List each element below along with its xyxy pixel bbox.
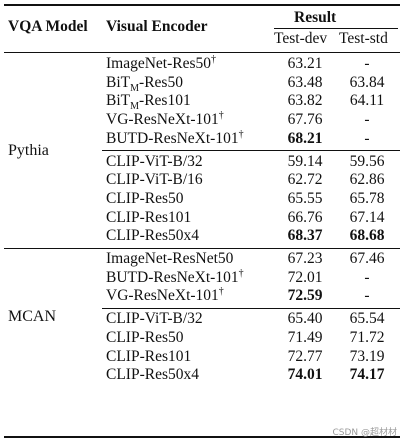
encoder-name: BiTM-Res101: [106, 92, 191, 113]
dagger-mark: †: [218, 286, 224, 298]
test-dev-value: 72.59: [287, 287, 323, 305]
header-visual-encoder: Visual Encoder: [106, 18, 208, 35]
test-dev-value: 68.37: [287, 227, 323, 245]
encoder-name: ImageNet-Res50†: [106, 53, 217, 72]
dagger-mark: †: [238, 267, 244, 279]
test-dev-value: 72.01: [287, 268, 323, 286]
encoder-name: CLIP-Res50x4: [106, 227, 199, 245]
test-dev-value: 65.40: [287, 310, 323, 328]
encoder-name: BUTD-ResNeXt-101†: [106, 267, 244, 286]
test-dev-value: 59.14: [287, 152, 323, 170]
test-dev-value: 68.21: [287, 129, 323, 147]
result-cmidrule: [274, 28, 398, 29]
vqa-model-label: MCAN: [8, 308, 57, 326]
test-std-value: -: [364, 55, 370, 72]
dagger-mark: †: [238, 128, 244, 140]
test-std-value: 74.17: [349, 366, 385, 384]
dagger-mark: †: [211, 53, 217, 65]
test-dev-value: 74.01: [287, 366, 323, 384]
encoder-name: CLIP-ViT-B/16: [106, 171, 203, 189]
test-dev-value: 63.48: [287, 73, 323, 91]
test-std-value: 63.84: [349, 73, 385, 91]
header-vqa-model: VQA Model: [8, 18, 88, 35]
watermark: CSDN @超材材: [332, 428, 397, 438]
encoder-name: CLIP-Res50x4: [106, 366, 199, 384]
test-std-value: 71.72: [349, 328, 385, 346]
group-rule: [4, 247, 400, 249]
encoder-name: VG-ResNeXt-101†: [106, 286, 224, 305]
test-std-value: 68.68: [349, 227, 385, 245]
dagger-mark: †: [218, 109, 224, 121]
encoder-name: CLIP-Res50: [106, 189, 184, 207]
test-std-value: 59.56: [349, 152, 385, 170]
top-rule: [4, 4, 400, 6]
header-test-dev: Test-dev: [274, 30, 328, 47]
test-dev-value: 67.76: [287, 111, 323, 129]
encoder-name: BUTD-ResNeXt-101†: [106, 128, 244, 147]
test-dev-value: 63.21: [287, 55, 323, 72]
encoder-name: CLIP-Res101: [106, 208, 192, 226]
test-std-value: -: [364, 111, 370, 129]
test-dev-value: 67.23: [287, 250, 323, 267]
encoder-name: BiTM-Res50: [106, 73, 183, 94]
block-rule: [102, 150, 400, 151]
test-std-value: 65.54: [349, 310, 385, 328]
test-std-value: 62.86: [349, 171, 385, 189]
test-std-value: -: [364, 268, 370, 286]
encoder-name: CLIP-Res50: [106, 328, 184, 346]
test-dev-value: 71.49: [287, 328, 323, 346]
test-std-value: 67.46: [349, 250, 385, 267]
encoder-name: VG-ResNeXt-101†: [106, 109, 224, 129]
encoder-name: CLIP-ViT-B/32: [106, 152, 203, 170]
header-result: Result: [294, 9, 337, 26]
test-dev-value: 72.77: [287, 347, 323, 365]
bottom-rule: [4, 436, 400, 438]
test-dev-value: 63.82: [287, 92, 323, 110]
test-std-value: 65.78: [349, 189, 385, 207]
encoder-name: CLIP-ViT-B/32: [106, 310, 203, 328]
encoder-name: CLIP-Res101: [106, 347, 192, 365]
encoder-name: ImageNet-ResNet50: [106, 250, 234, 267]
test-dev-value: 62.72: [287, 171, 323, 189]
test-std-value: 67.14: [349, 208, 385, 226]
test-std-value: -: [364, 129, 370, 147]
test-dev-value: 65.55: [287, 189, 323, 207]
block-rule: [102, 307, 400, 309]
test-std-value: -: [364, 287, 370, 305]
test-std-value: 73.19: [349, 347, 385, 365]
test-std-value: 64.11: [349, 92, 385, 110]
test-dev-value: 66.76: [287, 208, 323, 226]
header-rule: [4, 52, 400, 53]
vqa-model-label: Pythia: [8, 141, 49, 159]
header-test-std: Test-std: [339, 30, 388, 47]
